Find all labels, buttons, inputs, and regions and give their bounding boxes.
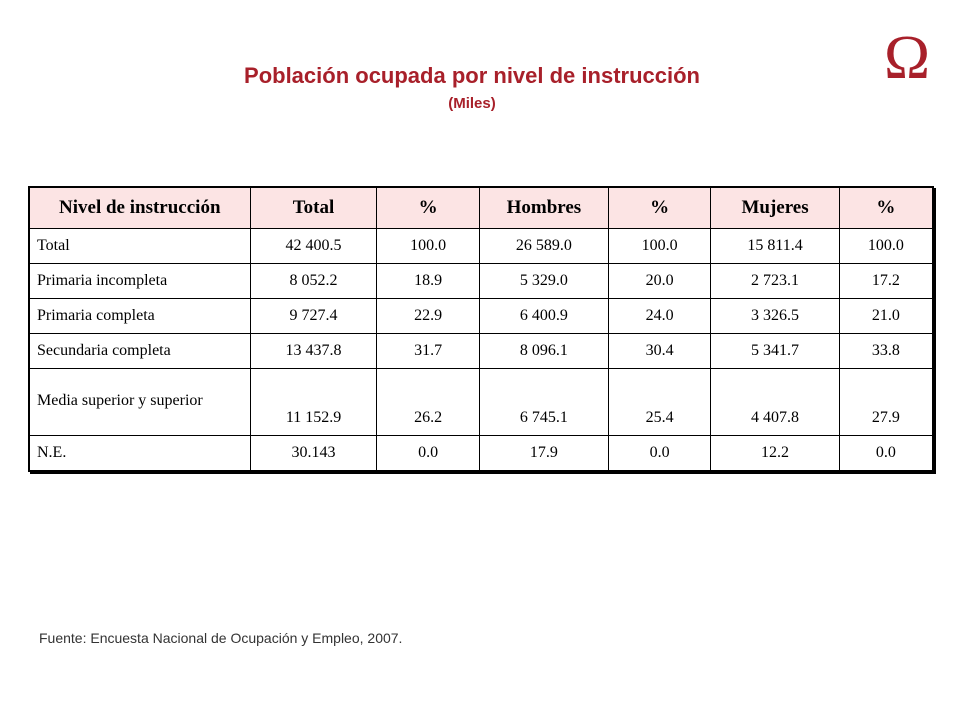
table-cell: 5 341.7	[710, 333, 840, 369]
table-cell: 20.0	[607, 263, 712, 299]
table-cell-label: Secundaria completa	[28, 333, 251, 369]
table-cell-label: Primaria completa	[28, 298, 251, 334]
table-cell: 30.4	[607, 333, 712, 369]
table-cell: 100.0	[838, 228, 934, 264]
table-cell: 17.9	[478, 435, 609, 472]
page-subtitle: (Miles)	[448, 95, 496, 112]
table-cell: 18.9	[376, 263, 480, 299]
table-cell: 6 400.9	[478, 298, 609, 334]
table-cell: 15 811.4	[710, 228, 840, 264]
table-cell-label: Total	[28, 228, 251, 264]
table-cell: 4 407.8	[710, 368, 840, 436]
table-cell: 5 329.0	[478, 263, 609, 299]
table-cell-label: Media superior y superior	[28, 368, 251, 436]
table-cell: 17.2	[838, 263, 934, 299]
table-cell: 0.0	[607, 435, 712, 472]
column-header-total-pct: %	[376, 186, 480, 229]
table-cell: 30.143	[249, 435, 378, 472]
table-row: Secundaria completa 13 437.8 31.7 8 096.…	[28, 333, 934, 369]
column-header-total: Total	[249, 186, 378, 229]
column-header-hombres: Hombres	[478, 186, 609, 229]
column-header-mujeres-pct: %	[838, 186, 934, 229]
column-header-nivel: Nivel de instrucción	[28, 186, 251, 229]
column-header-mujeres: Mujeres	[710, 186, 840, 229]
table-cell: 27.9	[838, 368, 934, 436]
table-row: Media superior y superior 11 152.9 26.2 …	[28, 368, 934, 436]
page-title: Población ocupada por nivel de instrucci…	[244, 63, 700, 88]
table-cell: 26 589.0	[478, 228, 609, 264]
table-cell: 31.7	[376, 333, 480, 369]
table-row: Primaria incompleta 8 052.2 18.9 5 329.0…	[28, 263, 934, 299]
table-cell: 0.0	[376, 435, 480, 472]
employment-table: Nivel de instrucción Total % Hombres % M…	[28, 186, 934, 472]
table-row: Total 42 400.5 100.0 26 589.0 100.0 15 8…	[28, 228, 934, 264]
table-cell: 33.8	[838, 333, 934, 369]
table-cell: 12.2	[710, 435, 840, 472]
table-row: N.E. 30.143 0.0 17.9 0.0 12.2 0.0	[28, 435, 934, 472]
table-cell: 42 400.5	[249, 228, 378, 264]
table-cell-label: Primaria incompleta	[28, 263, 251, 299]
omega-logo-icon: Ω	[883, 24, 931, 92]
data-table-container: Nivel de instrucción Total % Hombres % M…	[28, 186, 934, 472]
table-cell: 25.4	[607, 368, 712, 436]
table-cell: 26.2	[376, 368, 480, 436]
table-cell: 9 727.4	[249, 298, 378, 334]
source-note: Fuente: Encuesta Nacional de Ocupación y…	[39, 630, 403, 646]
table-cell: 100.0	[376, 228, 480, 264]
table-cell-label: N.E.	[28, 435, 251, 472]
table-cell: 6 745.1	[478, 368, 609, 436]
table-cell: 8 052.2	[249, 263, 378, 299]
table-cell: 24.0	[607, 298, 712, 334]
table-cell: 11 152.9	[249, 368, 378, 436]
table-cell: 8 096.1	[478, 333, 609, 369]
table-cell: 21.0	[838, 298, 934, 334]
table-cell: 22.9	[376, 298, 480, 334]
table-cell: 3 326.5	[710, 298, 840, 334]
table-row: Primaria completa 9 727.4 22.9 6 400.9 2…	[28, 298, 934, 334]
table-header-row: Nivel de instrucción Total % Hombres % M…	[28, 186, 934, 229]
table-cell: 2 723.1	[710, 263, 840, 299]
table-cell: 0.0	[838, 435, 934, 472]
table-cell: 100.0	[607, 228, 712, 264]
table-cell: 13 437.8	[249, 333, 378, 369]
column-header-hombres-pct: %	[607, 186, 712, 229]
